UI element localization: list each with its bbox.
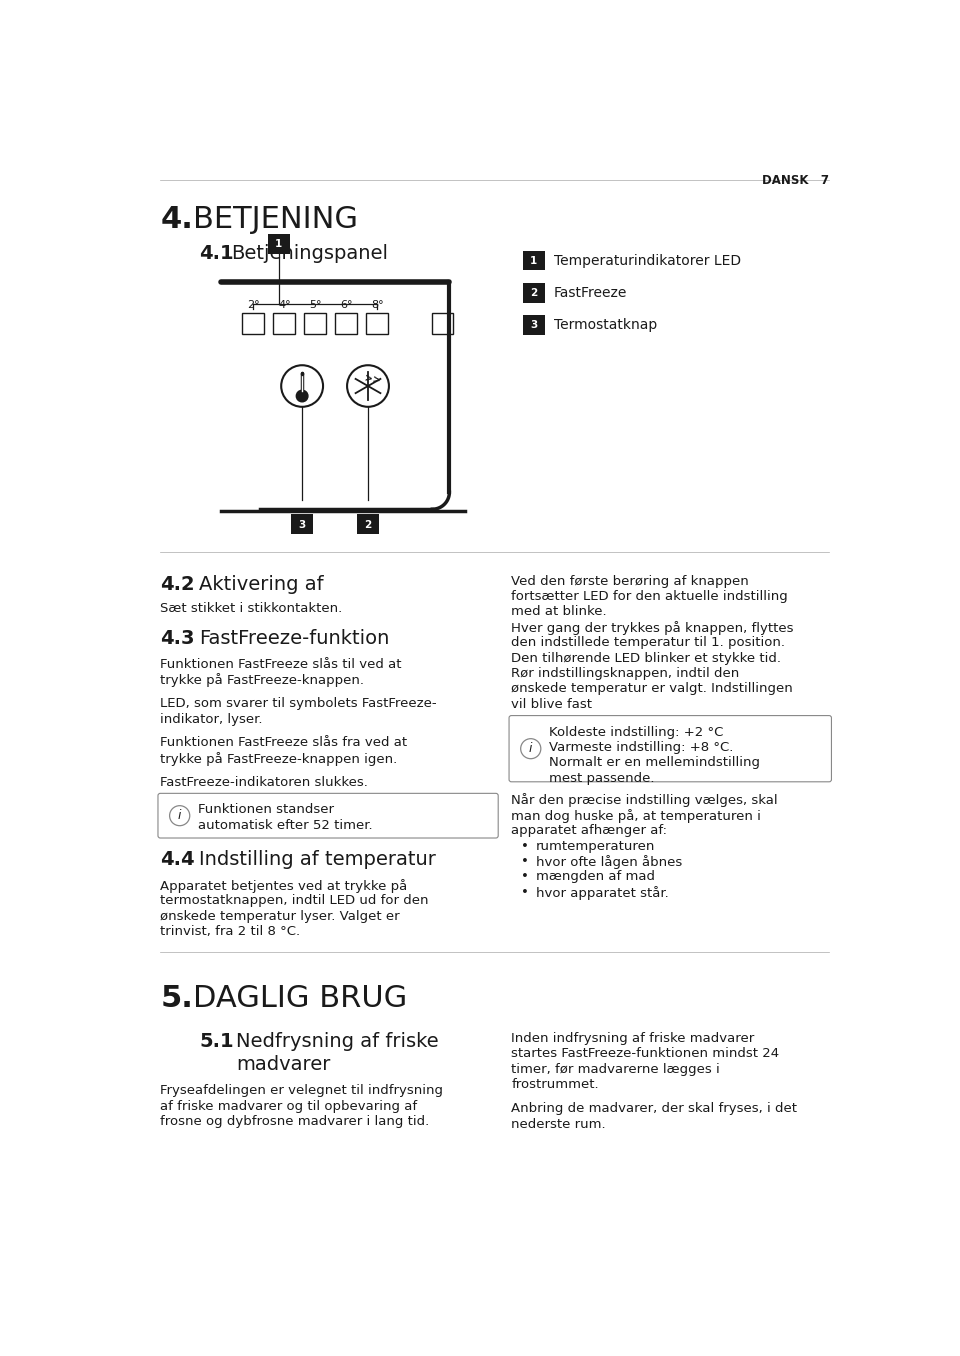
Bar	[274, 313, 295, 335]
Text: Normalt er en mellemindstilling: Normalt er en mellemindstilling	[548, 757, 759, 769]
Text: Inden indfrysning af friske madvarer: Inden indfrysning af friske madvarer	[512, 1032, 755, 1045]
Text: apparatet afhænger af:: apparatet afhænger af:	[512, 824, 667, 837]
Text: frostrummet.: frostrummet.	[512, 1078, 599, 1092]
Text: startes FastFreeze-funktionen mindst 24: startes FastFreeze-funktionen mindst 24	[512, 1047, 780, 1060]
FancyBboxPatch shape	[509, 716, 831, 782]
Text: 8°: 8°	[371, 300, 384, 309]
Circle shape	[348, 365, 389, 407]
Text: automatisk efter 52 timer.: automatisk efter 52 timer.	[198, 819, 372, 831]
Text: frosne og dybfrosne madvarer i lang tid.: frosne og dybfrosne madvarer i lang tid.	[160, 1115, 429, 1128]
Text: Fryseafdelingen er velegnet til indfrysning: Fryseafdelingen er velegnet til indfrysn…	[160, 1085, 444, 1097]
Text: 5.: 5.	[160, 984, 193, 1013]
Bar	[335, 313, 357, 335]
Text: 6°: 6°	[340, 300, 352, 309]
Text: DAGLIG BRUG: DAGLIG BRUG	[193, 984, 407, 1013]
Text: •: •	[521, 839, 529, 853]
Circle shape	[520, 739, 540, 759]
Text: 2: 2	[530, 287, 538, 298]
Text: 4.1: 4.1	[199, 244, 233, 263]
Text: LED, som svarer til symbolets FastFreeze-: LED, som svarer til symbolets FastFreeze…	[160, 697, 437, 711]
Text: Den tilhørende LED blinker et stykke tid.: Den tilhørende LED blinker et stykke tid…	[512, 652, 781, 664]
Text: Nedfrysning af friske: Nedfrysning af friske	[236, 1032, 439, 1051]
Text: Temperaturindikatorer LED: Temperaturindikatorer LED	[554, 254, 741, 267]
Circle shape	[281, 365, 324, 407]
Text: Indstilling af temperatur: Indstilling af temperatur	[199, 850, 436, 869]
Text: FastFreeze: FastFreeze	[554, 286, 628, 300]
Text: Funktionen FastFreeze slås fra ved at: Funktionen FastFreeze slås fra ved at	[160, 736, 407, 750]
FancyBboxPatch shape	[158, 793, 498, 838]
Text: •: •	[521, 871, 529, 883]
Text: 3: 3	[299, 519, 305, 530]
Text: Koldeste indstilling: +2 °C: Koldeste indstilling: +2 °C	[548, 725, 723, 739]
Text: 2: 2	[365, 519, 372, 530]
Text: man dog huske på, at temperaturen i: man dog huske på, at temperaturen i	[512, 808, 761, 823]
Text: BETJENING: BETJENING	[193, 205, 358, 235]
Text: mængden af mad: mængden af mad	[537, 871, 655, 883]
Text: ønskede temperatur er valgt. Indstillingen: ønskede temperatur er valgt. Indstilling…	[512, 682, 793, 696]
Text: i: i	[529, 742, 533, 755]
Text: ønskede temperatur lyser. Valget er: ønskede temperatur lyser. Valget er	[160, 910, 400, 922]
Text: madvarer: madvarer	[236, 1055, 330, 1074]
Text: 4.3: 4.3	[160, 629, 195, 648]
Text: 4°: 4°	[278, 300, 291, 309]
Text: Termostatknap: Termostatknap	[554, 319, 658, 332]
Bar	[523, 316, 544, 335]
Text: trinvist, fra 2 til 8 °C.: trinvist, fra 2 til 8 °C.	[160, 925, 300, 938]
Text: Når den præcise indstilling vælges, skal: Når den præcise indstilling vælges, skal	[512, 793, 778, 807]
Text: indikator, lyser.: indikator, lyser.	[160, 712, 263, 725]
Text: hvor apparatet står.: hvor apparatet står.	[537, 885, 669, 900]
Text: 4.4: 4.4	[160, 850, 195, 869]
Text: trykke på FastFreeze-knappen.: trykke på FastFreeze-knappen.	[160, 673, 364, 687]
Text: vil blive fast: vil blive fast	[512, 698, 592, 711]
Bar	[432, 313, 453, 335]
Text: 3: 3	[530, 320, 538, 331]
Text: 1: 1	[276, 239, 282, 250]
Text: FastFreeze-funktion: FastFreeze-funktion	[199, 629, 390, 648]
Text: •: •	[521, 885, 529, 899]
Bar	[357, 514, 379, 534]
Text: nederste rum.: nederste rum.	[512, 1117, 606, 1131]
Text: 4.2: 4.2	[160, 575, 195, 594]
Text: Funktionen FastFreeze slås til ved at: Funktionen FastFreeze slås til ved at	[160, 658, 402, 671]
Text: termostatknappen, indtil LED ud for den: termostatknappen, indtil LED ud for den	[160, 894, 429, 907]
Text: Hver gang der trykkes på knappen, flyttes: Hver gang der trykkes på knappen, flytte…	[512, 621, 794, 635]
Text: mest passende.: mest passende.	[548, 772, 654, 785]
Text: trykke på FastFreeze-knappen igen.: trykke på FastFreeze-knappen igen.	[160, 751, 397, 766]
Bar	[243, 313, 264, 335]
Text: •: •	[521, 854, 529, 868]
Text: Sæt stikket i stikkontakten.: Sæt stikket i stikkontakten.	[160, 602, 343, 614]
Bar	[523, 283, 544, 302]
Text: FastFreeze-indikatoren slukkes.: FastFreeze-indikatoren slukkes.	[160, 776, 369, 789]
Text: i: i	[178, 810, 181, 822]
Text: Ved den første berøring af knappen: Ved den første berøring af knappen	[512, 575, 749, 587]
Text: 5°: 5°	[309, 300, 322, 309]
Text: timer, før madvarerne lægges i: timer, før madvarerne lægges i	[512, 1063, 720, 1075]
Text: fortsætter LED for den aktuelle indstilling: fortsætter LED for den aktuelle indstill…	[512, 590, 788, 603]
Bar	[367, 313, 388, 335]
Text: 5.1: 5.1	[199, 1032, 233, 1051]
Text: DANSK   7: DANSK 7	[762, 175, 829, 187]
Text: rumtemperaturen: rumtemperaturen	[537, 839, 656, 853]
Text: Rør indstillingsknappen, indtil den: Rør indstillingsknappen, indtil den	[512, 667, 739, 681]
Text: Varmeste indstilling: +8 °C.: Varmeste indstilling: +8 °C.	[548, 740, 732, 754]
Bar	[523, 251, 544, 270]
Text: Anbring de madvarer, der skal fryses, i det: Anbring de madvarer, der skal fryses, i …	[512, 1102, 798, 1115]
Text: Betjeningspanel: Betjeningspanel	[231, 244, 389, 263]
Text: af friske madvarer og til opbevaring af: af friske madvarer og til opbevaring af	[160, 1100, 418, 1113]
Text: 1: 1	[530, 255, 538, 266]
Text: den indstillede temperatur til 1. position.: den indstillede temperatur til 1. positi…	[512, 636, 785, 650]
Text: Aktivering af: Aktivering af	[199, 575, 324, 594]
Text: hvor ofte lågen åbnes: hvor ofte lågen åbnes	[537, 854, 683, 869]
Circle shape	[170, 805, 190, 826]
Bar	[291, 514, 313, 534]
Text: Funktionen standser: Funktionen standser	[198, 803, 333, 816]
Text: >>: >>	[364, 373, 381, 386]
Circle shape	[297, 391, 308, 401]
Text: Apparatet betjentes ved at trykke på: Apparatet betjentes ved at trykke på	[160, 879, 408, 892]
Bar	[268, 235, 290, 254]
Text: 4.: 4.	[160, 205, 193, 235]
Text: 2°: 2°	[247, 300, 259, 309]
Text: med at blinke.: med at blinke.	[512, 606, 607, 618]
Bar	[304, 313, 326, 335]
